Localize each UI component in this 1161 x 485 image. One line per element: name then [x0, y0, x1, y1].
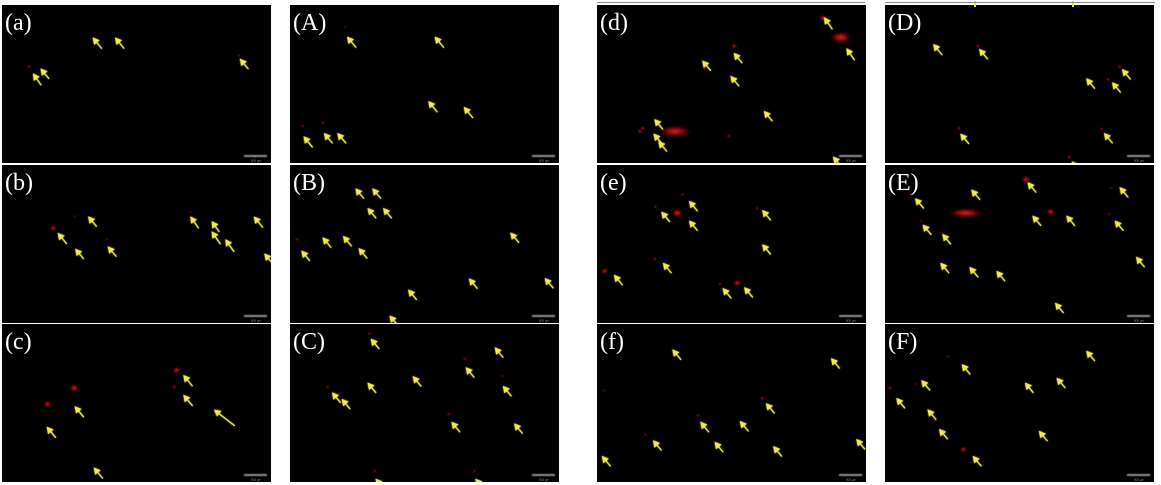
svg-text:(D): (D) — [888, 10, 921, 36]
svg-text:(B): (B) — [293, 170, 325, 196]
svg-text:(A): (A) — [293, 10, 326, 36]
svg-text:(c): (c) — [5, 329, 32, 355]
svg-text:(C): (C) — [293, 329, 325, 355]
svg-text:(d): (d) — [600, 10, 628, 36]
svg-text:(e): (e) — [600, 170, 627, 196]
svg-text:(a): (a) — [5, 10, 32, 36]
svg-text:(f): (f) — [600, 329, 624, 355]
svg-text:(F): (F) — [888, 329, 917, 355]
svg-text:(E): (E) — [888, 170, 919, 196]
svg-text:(b): (b) — [5, 170, 33, 196]
